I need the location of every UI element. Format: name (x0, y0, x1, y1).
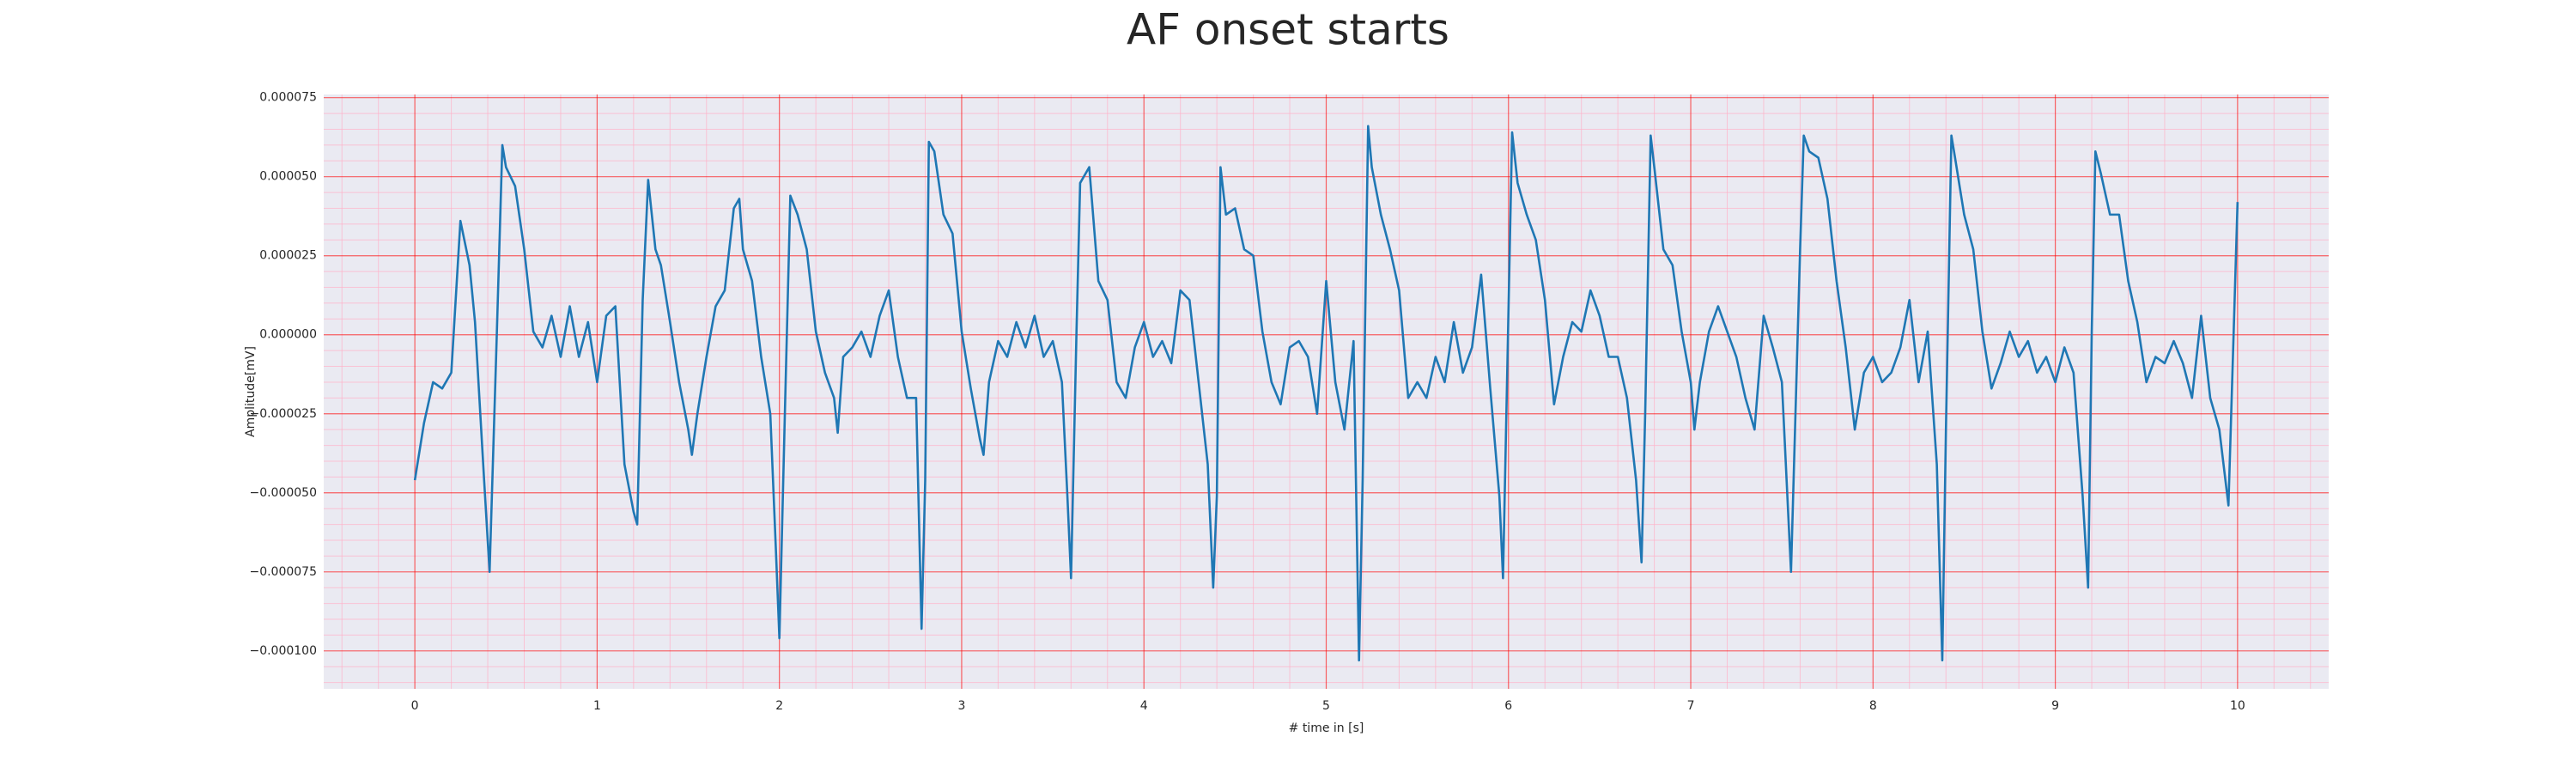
x-tick-label: 4 (1140, 699, 1148, 713)
x-tick-label: 1 (593, 699, 601, 713)
y-axis-label: Amplitude[mV] (244, 346, 258, 437)
x-tick-label: 8 (1869, 699, 1877, 713)
x-tick-label: 5 (1322, 699, 1330, 713)
x-axis-label: # time in [s] (1289, 721, 1364, 735)
y-tick-label: −0.000050 (249, 486, 317, 500)
y-tick-label: 0.000075 (259, 91, 317, 105)
x-tick-label: 2 (775, 699, 783, 713)
x-tick-label: 0 (411, 699, 419, 713)
x-tick-label: 10 (2230, 699, 2245, 713)
chart-title: AF onset starts (1127, 5, 1449, 55)
y-tick-label: −0.000025 (249, 407, 317, 421)
x-tick-label: 7 (1687, 699, 1695, 713)
y-tick-label: 0.000025 (259, 249, 317, 263)
x-tick-label: 3 (957, 699, 965, 713)
line-series (413, 125, 2239, 662)
x-tick-label: 9 (2051, 699, 2059, 713)
y-tick-label: 0.000050 (259, 170, 317, 184)
y-tick-label: 0.000000 (259, 328, 317, 342)
y-tick-label: −0.000100 (249, 644, 317, 658)
x-tick-label: 6 (1504, 699, 1512, 713)
y-tick-label: −0.000075 (249, 565, 317, 579)
